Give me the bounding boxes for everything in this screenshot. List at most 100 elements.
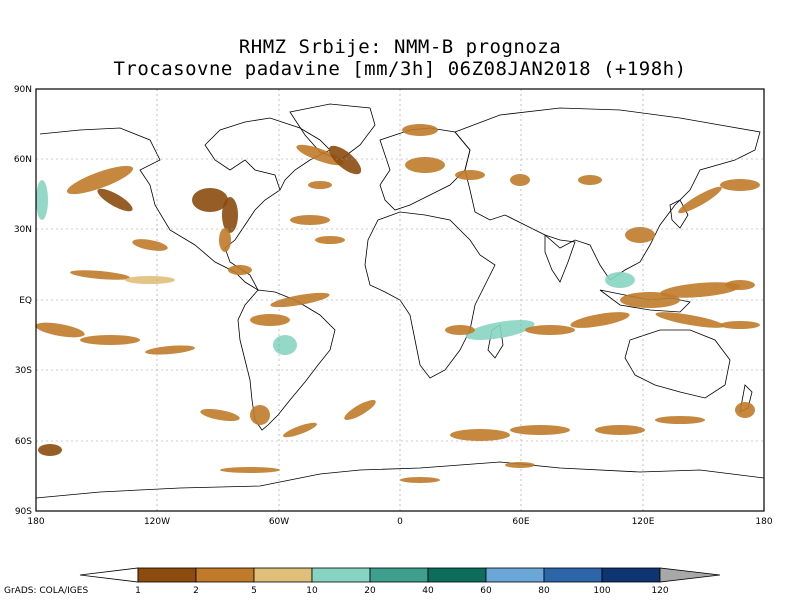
colorbar-tick-label: 60 <box>480 586 492 596</box>
precip-patch <box>510 425 570 435</box>
precip-patch <box>97 188 133 212</box>
precip-patch <box>66 165 134 195</box>
precip-patch <box>578 175 602 185</box>
precip-patch <box>80 335 140 345</box>
map-title: RHMZ Srbije: NMM-B prognoza <box>238 36 562 58</box>
precip-patch <box>125 276 175 284</box>
map-frame <box>35 88 765 512</box>
colorbar-tick-label: 120 <box>651 586 668 596</box>
precip-patch <box>660 282 740 298</box>
lon-label: 120E <box>632 517 655 527</box>
coastlines <box>35 103 765 499</box>
lon-label: 0 <box>397 517 403 527</box>
precip-patch <box>735 402 755 418</box>
latitude-labels: 90N 60N 30N EQ 30S 60S 90S <box>14 85 32 517</box>
colorbar-tick-label: 80 <box>538 586 550 596</box>
precip-patch <box>625 227 655 243</box>
credit-text: GrADS: COLA/IGES <box>4 586 89 596</box>
colorbar-tick-label: 10 <box>306 586 318 596</box>
lon-label: 180 <box>755 517 772 527</box>
lat-label: EQ <box>19 296 32 306</box>
lat-label: 30S <box>15 366 32 376</box>
greenland-outline <box>289 103 376 161</box>
lat-label: 60N <box>14 155 32 165</box>
precip-patch <box>595 425 645 435</box>
precip-patch <box>655 312 725 328</box>
precip-patch <box>145 345 195 355</box>
colorbar-low-arrow <box>79 567 139 583</box>
colorbar-tick-label: 40 <box>422 586 434 596</box>
precipitation-fields <box>35 124 760 483</box>
precip-patch <box>219 228 231 252</box>
colorbar: 1 2 5 10 20 40 60 80 100 120 <box>79 567 721 596</box>
precip-patch <box>465 320 535 340</box>
precip-patch <box>192 188 228 212</box>
precip-patch <box>605 272 635 288</box>
precip-patch <box>70 270 130 280</box>
precip-patch <box>505 462 535 468</box>
africa-outline <box>364 211 496 379</box>
precip-patch <box>296 144 344 166</box>
colorbar-segment <box>137 567 197 583</box>
precip-patch <box>445 325 475 335</box>
colorbar-segment <box>485 567 545 583</box>
japan-outline <box>669 199 689 229</box>
precip-patch <box>405 157 445 173</box>
north-america-outline <box>39 117 331 292</box>
precip-patch <box>725 280 755 290</box>
lon-label: 180 <box>27 517 44 527</box>
precip-patch <box>270 292 330 308</box>
colorbar-high-arrow <box>659 567 721 583</box>
south-america-outline <box>237 289 336 431</box>
lon-label: 120W <box>144 517 170 527</box>
precip-patch <box>36 180 48 220</box>
graticule <box>36 89 764 511</box>
precip-patch <box>273 335 297 355</box>
lat-label: 90N <box>14 85 32 95</box>
colorbar-tick-label: 5 <box>251 586 257 596</box>
precip-patch <box>720 321 760 329</box>
precip-patch <box>344 400 376 420</box>
lon-label: 60E <box>512 517 529 527</box>
precip-patch <box>222 197 238 233</box>
lon-label: 60W <box>269 517 289 527</box>
colorbar-segment <box>253 567 313 583</box>
precip-patch <box>290 215 330 225</box>
colorbar-segment <box>311 567 371 583</box>
precip-patch <box>510 174 530 186</box>
colorbar-segment <box>427 567 487 583</box>
colorbar-tick-label: 1 <box>135 586 141 596</box>
precip-patch <box>200 408 240 422</box>
precip-patch <box>400 477 440 483</box>
precip-patch <box>250 314 290 326</box>
precip-patch <box>132 239 168 251</box>
precip-patch <box>720 179 760 191</box>
precip-patch <box>328 145 362 175</box>
longitude-labels: 180 120W 60W 0 60E 120E 180 <box>27 517 772 527</box>
india-outline <box>544 234 576 283</box>
precip-patch <box>228 265 252 275</box>
map-plot-area <box>35 88 765 512</box>
colorbar-segment <box>195 567 255 583</box>
colorbar-segment <box>601 567 661 583</box>
colorbar-tick-label: 20 <box>364 586 376 596</box>
precip-patch <box>283 422 317 438</box>
colorbar-tick-label: 100 <box>593 586 610 596</box>
precip-patch <box>455 170 485 180</box>
precip-patch <box>655 416 705 424</box>
precip-patch <box>315 236 345 244</box>
australia-outline <box>624 329 731 399</box>
lat-label: 90S <box>15 507 32 517</box>
colorbar-tick-label: 2 <box>193 586 199 596</box>
precip-patch <box>38 444 62 456</box>
precip-patch <box>570 312 630 328</box>
precip-patch <box>525 325 575 335</box>
lat-label: 60S <box>15 437 32 447</box>
precip-patch <box>250 405 270 425</box>
colorbar-segment <box>543 567 603 583</box>
map-subtitle: Trocasovne padavine [mm/3h] 06Z08JAN2018… <box>113 58 687 80</box>
precip-patch <box>402 124 438 136</box>
precip-patch <box>450 429 510 441</box>
asia-outline <box>454 107 761 281</box>
